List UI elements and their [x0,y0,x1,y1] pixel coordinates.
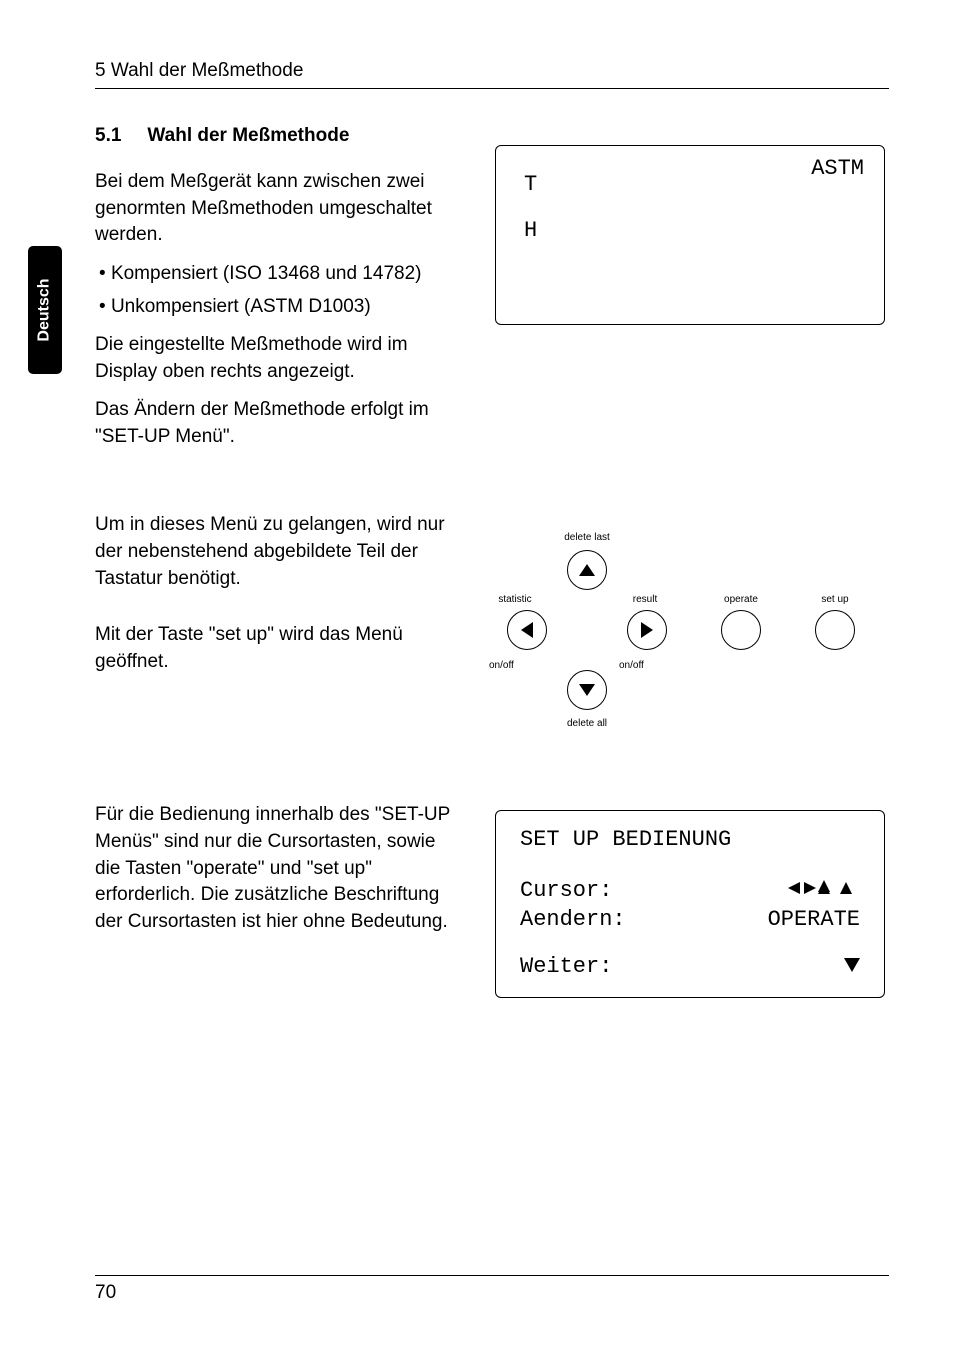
page-content: 5 Wahl der Meßmethode 5.1 Wahl der Meßme… [0,0,954,1078]
setup-operate-value: OPERATE [768,907,860,932]
label-setup: set up [805,594,865,605]
arrow-left-icon [521,622,533,638]
arrow-right-icon [641,622,653,638]
display-h: H [524,218,537,243]
cursor-arrows-icon [788,878,860,903]
para-4: Mit der Taste "set up" wird das Menü geö… [95,622,465,675]
button-right[interactable] [627,610,667,650]
keypad-diagram: delete last statistic result operate set… [495,532,885,752]
language-tab-label: Deutsch [36,278,54,341]
display-astm: ASTM [811,156,864,181]
para-5: Für die Bedienung innerhalb des "SET-UP … [95,802,465,935]
button-left[interactable] [507,610,547,650]
language-tab: Deutsch [28,246,62,374]
bullet-2-text: Unkompensiert (ASTM D1003) [111,296,371,317]
bullet-1-text: Kompensiert (ISO 13468 und 14782) [111,263,422,284]
arrow-up-icon [579,564,595,576]
section-title: Wahl der Meßmethode [147,125,349,147]
para-2: Das Ändern der Meßmethode erfolgt im "SE… [95,397,465,450]
label-onoff-right: on/off [619,660,659,671]
button-setup[interactable] [815,610,855,650]
button-down[interactable] [567,670,607,710]
lcd-display: ASTM T H [495,145,885,325]
arrow-down-icon [579,684,595,696]
intro-text: Bei dem Meßgerät kann zwischen zwei geno… [95,169,465,249]
button-up[interactable] [567,550,607,590]
setup-weiter-label: Weiter: [520,954,612,979]
label-result: result [615,594,675,605]
section-number: 5.1 [95,125,121,147]
page-header: 5 Wahl der Meßmethode [95,60,889,89]
display-t: T [524,172,537,197]
para-1: Die eingestellte Meßmethode wird im Disp… [95,332,465,385]
para-3: Um in dieses Menü zu gelangen, wird nur … [95,512,465,592]
label-onoff-left: on/off [489,660,529,671]
setup-title: SET UP BEDIENUNG [520,827,860,852]
section-heading: 5.1 Wahl der Meßmethode [95,125,465,147]
button-operate[interactable] [721,610,761,650]
setup-display: SET UP BEDIENUNG Cursor: Aende [495,810,885,998]
label-operate: operate [711,594,771,605]
weiter-arrow-icon [844,954,860,979]
page-number: 70 [95,1275,889,1304]
bullet-2: • Unkompensiert (ASTM D1003) [95,294,465,320]
bullet-1: • Kompensiert (ISO 13468 und 14782) [95,261,465,287]
setup-aendern-label: Aendern: [520,907,626,932]
label-delete-last: delete last [557,532,617,543]
label-delete-all: delete all [557,718,617,729]
label-statistic: statistic [485,594,545,605]
setup-cursor-label: Cursor: [520,878,612,903]
